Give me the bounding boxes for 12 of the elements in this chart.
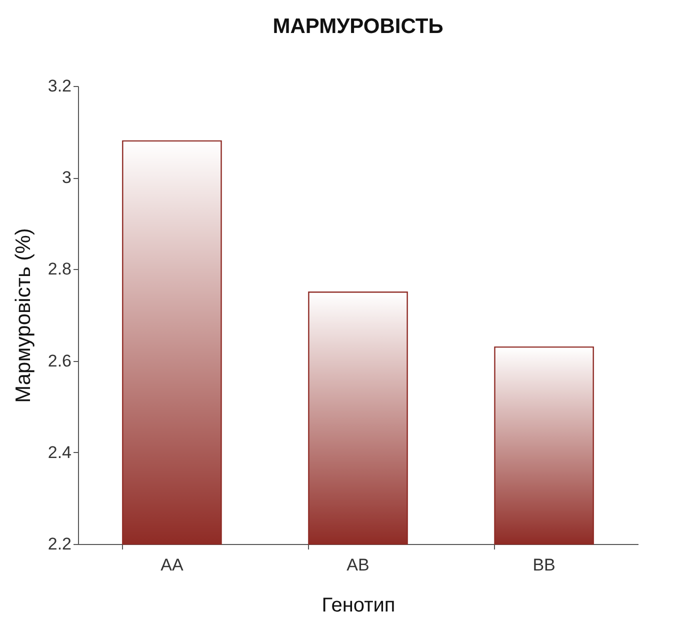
x-axis-title: Генотип [322,594,396,616]
x-tick-label: AB [346,556,370,574]
y-tick-label: 2.8 [48,260,72,279]
y-tick-label: 2.4 [48,442,72,462]
y-tick-label: 2.2 [48,534,72,554]
y-tick-label: 2.6 [48,351,72,370]
x-tick-label: AA [160,556,184,574]
y-tick-label: 3 [62,168,72,188]
x-tick-label: BB [532,556,556,574]
chart-title: МАРМУРОВІСТЬ [272,15,444,38]
y-axis-title: Мармуровість (%) [12,228,35,403]
y-tick-label: 3.2 [48,76,72,96]
